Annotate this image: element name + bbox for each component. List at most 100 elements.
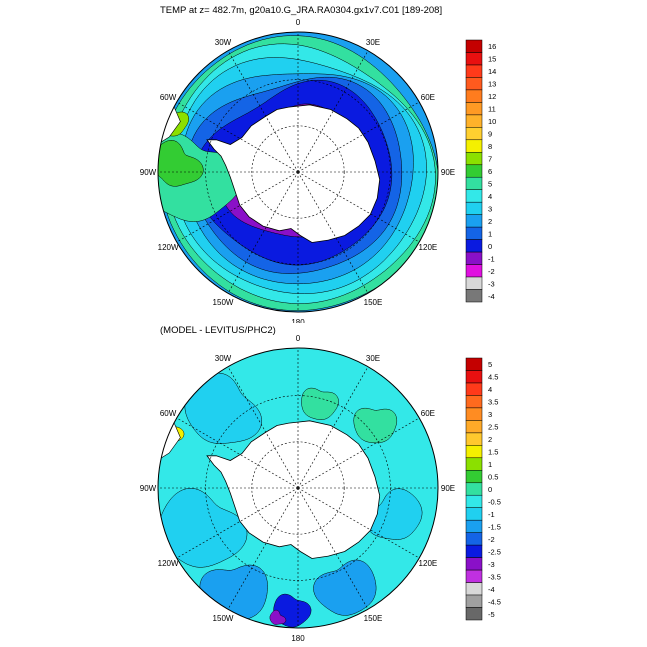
warm-region — [158, 140, 204, 187]
colorbar-label: -4 — [488, 585, 495, 594]
colorbar-swatch — [465, 445, 483, 459]
colorbar-label: -5 — [488, 610, 495, 619]
colorbar-swatch — [465, 420, 483, 434]
colorbar-swatch — [465, 482, 483, 496]
colorbar-label: 7 — [488, 155, 492, 164]
colorbar-swatch — [465, 532, 483, 546]
longitude-label: 150W — [213, 298, 234, 307]
colorbar-swatch — [465, 276, 483, 290]
colorbar-swatch — [465, 102, 483, 116]
colorbar-swatch — [465, 52, 483, 66]
field-layer — [158, 32, 438, 312]
colorbar-swatch — [465, 507, 483, 521]
colorbar-swatch — [465, 77, 483, 91]
colorbar-swatch — [465, 226, 483, 240]
colorbar-swatch — [465, 164, 483, 178]
colorbar-swatch — [465, 152, 483, 166]
colorbar-label: -1 — [488, 510, 495, 519]
antarctica-land — [206, 420, 381, 559]
colorbar-label: 2 — [488, 217, 492, 226]
colorbar-swatch — [465, 457, 483, 471]
longitude-label: 120E — [419, 243, 438, 252]
colorbar-label: 2.5 — [488, 423, 498, 432]
colorbar-label: -0.5 — [488, 498, 501, 507]
longitude-label: 90W — [140, 168, 157, 177]
longitude-label: 60W — [160, 93, 177, 102]
colorbar-label: -2 — [488, 267, 495, 276]
longitude-label: 90E — [441, 484, 455, 493]
graticule — [158, 32, 438, 312]
colorbar-swatch — [465, 289, 483, 303]
colorbar-label: 0 — [488, 242, 492, 251]
longitude-label: 60W — [160, 409, 177, 418]
colorbar-label: -2.5 — [488, 547, 501, 556]
colorbar-label: 9 — [488, 130, 492, 139]
colorbar-label: 3.5 — [488, 398, 498, 407]
anomaly-contour — [353, 407, 398, 444]
panel-title: TEMP at z= 482.7m, g20a10.G_JRA.RA0304.g… — [160, 5, 443, 16]
colorbar-label: 4.5 — [488, 373, 498, 382]
colorbar-swatch — [465, 544, 483, 558]
longitude-label: 150E — [364, 298, 383, 307]
longitude-label: 30E — [366, 354, 380, 363]
colorbar-label: 0.5 — [488, 473, 498, 482]
longitude-label: 90W — [140, 484, 157, 493]
colorbar-swatch — [465, 201, 483, 215]
colorbar-swatch — [465, 176, 483, 190]
colorbar-label: -3 — [488, 279, 495, 288]
colorbar-label: 5 — [488, 360, 492, 369]
colorbar-label: 11 — [488, 105, 496, 114]
colorbar-label: 10 — [488, 117, 496, 126]
colorbar-swatch — [465, 64, 483, 78]
longitude-label: 30W — [215, 354, 232, 363]
colorbar-label: 15 — [488, 55, 496, 64]
colorbar-swatch — [465, 494, 483, 508]
longitude-label: 180 — [291, 634, 305, 643]
colorbar-swatch — [465, 557, 483, 571]
colorbar-swatch — [465, 214, 483, 228]
colorbar-label: 3 — [488, 204, 492, 213]
colorbar-label: 0 — [488, 485, 492, 494]
longitude-label: 180 — [291, 318, 305, 323]
colorbar-swatch — [465, 569, 483, 583]
anomaly-contour — [301, 387, 339, 420]
colorbar-swatch — [465, 607, 483, 621]
map-boundary — [157, 347, 439, 629]
panel-temperature: TEMP at z= 482.7m, g20a10.G_JRA.RA0304.g… — [0, 0, 647, 323]
anomaly-contour — [313, 559, 377, 616]
colorbar-label: -1 — [488, 254, 495, 263]
colorbar-swatch — [465, 39, 483, 53]
colorbar-label: 12 — [488, 92, 496, 101]
colorbar-swatch — [465, 139, 483, 153]
colorbar-label: -3 — [488, 560, 495, 569]
colorbar-swatch — [465, 382, 483, 396]
longitude-label: 120W — [158, 243, 179, 252]
map-boundary — [157, 31, 439, 313]
colorbar-swatch — [465, 432, 483, 446]
colorbar-swatch — [465, 357, 483, 371]
colorbar-swatch — [465, 370, 483, 384]
colorbar-label: 8 — [488, 142, 492, 151]
colorbar-swatch — [465, 189, 483, 203]
colorbar-label: 1 — [488, 229, 492, 238]
longitude-label: 30W — [215, 38, 232, 47]
colorbar-swatch — [465, 114, 483, 128]
colorbar-swatch — [465, 395, 483, 409]
polar-map-difference: 0 30E 60E 90E 120E 150E 180 150W 120W 90W 60W 30W 5 4… — [140, 334, 501, 643]
panel-title: (MODEL - LEVITUS/PHC2) — [160, 325, 276, 336]
colorbar-label: -4.5 — [488, 597, 501, 606]
colorbar-swatch — [465, 89, 483, 103]
longitude-label: 90E — [441, 168, 455, 177]
colorbar-label: 6 — [488, 167, 492, 176]
longitude-label: 150E — [364, 614, 383, 623]
colorbar-label: -1.5 — [488, 522, 501, 531]
colorbar-label: 13 — [488, 80, 496, 89]
colorbar-label: 3 — [488, 410, 492, 419]
colorbar-swatch — [465, 519, 483, 533]
colorbar-swatch — [465, 470, 483, 484]
panel-difference: (MODEL - LEVITUS/PHC2) 0 30E 60E 90E 120E 150… — [0, 323, 647, 647]
longitude-label: 30E — [366, 38, 380, 47]
colorbar-label: -2 — [488, 535, 495, 544]
colorbar-swatch — [465, 127, 483, 141]
